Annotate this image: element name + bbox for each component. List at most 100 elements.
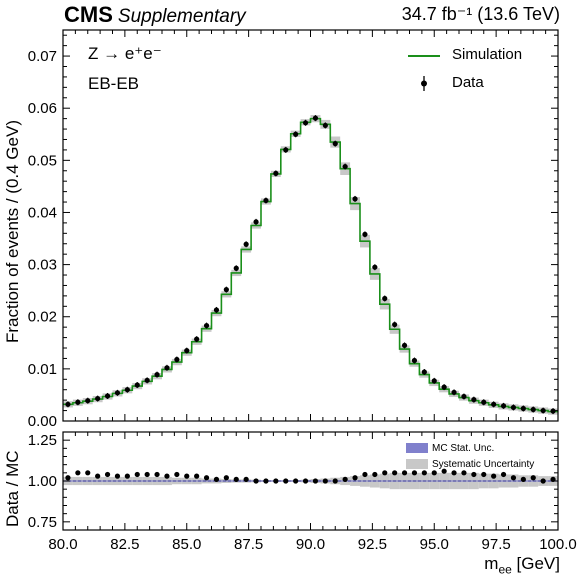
x-axis-title-var: m (484, 554, 499, 573)
ratio-point (312, 478, 319, 484)
data-point (372, 264, 378, 270)
data-point (203, 322, 210, 329)
data-point (144, 377, 150, 383)
data-point (184, 348, 190, 354)
data-point (124, 387, 130, 393)
main-syst-band-group (63, 114, 558, 415)
ratio-point (421, 470, 427, 476)
main-y-tick-label: 0.05 (28, 152, 57, 169)
ratio-point (411, 470, 418, 476)
experiment-tag: Supplementary (117, 6, 246, 27)
data-point (550, 408, 556, 414)
legend-syst-label: Systematic Uncertainty (432, 459, 535, 470)
data-point (253, 219, 259, 225)
data-point (481, 399, 487, 405)
simulation-step-line (63, 117, 558, 413)
main-y-tick-label: 0.06 (28, 100, 57, 117)
legend-simulation-label: Simulation (452, 46, 523, 63)
x-axis-title-unit: [GeV] (511, 554, 560, 573)
data-point (194, 336, 200, 342)
ratio-point (124, 473, 130, 479)
data-point (411, 357, 418, 364)
data-point (233, 265, 239, 271)
data-point (421, 369, 427, 375)
data-point (312, 115, 319, 121)
data-point (322, 122, 328, 129)
ratio-point (283, 478, 289, 484)
data-point (95, 395, 101, 402)
ratio-point (223, 475, 229, 481)
legend-mc-stat-swatch (406, 443, 428, 453)
ratio-point (85, 470, 91, 476)
legend-mc-stat-label: MC Stat. Unc. (432, 443, 495, 454)
data-point (65, 401, 71, 407)
ratio-point (114, 473, 121, 479)
ratio-point (431, 470, 437, 476)
ratio-point (263, 478, 269, 484)
data-point (223, 287, 229, 293)
data-point (75, 399, 81, 405)
ratio-point (540, 478, 546, 484)
data-point (114, 390, 121, 396)
ratio-point (104, 471, 111, 478)
experiment-header: CMS Supplementary (64, 2, 246, 28)
data-point (273, 170, 279, 176)
x-axis-title: mee [GeV] (484, 554, 560, 576)
x-tick-label: 85.0 (172, 536, 201, 553)
data-point (471, 397, 477, 403)
data-point (530, 406, 536, 413)
main-y-tick-label: 0.00 (28, 413, 57, 430)
x-tick-label: 97.5 (482, 536, 511, 553)
ratio-point (500, 471, 507, 478)
data-point (431, 378, 437, 384)
main-simulation-group (63, 117, 558, 413)
x-tick-label: 95.0 (420, 536, 449, 553)
data-point (540, 407, 546, 414)
ratio-point (184, 473, 190, 479)
ratio-point (233, 476, 239, 482)
ratio-point (491, 473, 497, 479)
data-point (352, 196, 358, 202)
ratio-point (401, 470, 408, 476)
data-point (293, 131, 299, 137)
main-data-group (65, 115, 556, 415)
ratio-point (302, 478, 309, 484)
ratio-point (461, 470, 467, 476)
x-tick-label: 90.0 (296, 536, 325, 553)
ratio-point (174, 471, 180, 478)
data-point (154, 372, 160, 378)
data-point (392, 321, 398, 328)
ratio-point (441, 468, 447, 474)
data-point (510, 404, 517, 411)
ratio-point (65, 475, 71, 481)
process-label: Z → e⁺e⁻ (88, 44, 162, 63)
ratio-point (194, 473, 200, 479)
ratio-point (154, 471, 160, 478)
ratio-point (213, 476, 220, 482)
ratio-point (293, 478, 299, 484)
data-point (104, 393, 111, 399)
main-y-tick-label: 0.03 (28, 257, 57, 274)
x-tick-label: 87.5 (234, 536, 263, 553)
x-tick-label: 82.5 (110, 536, 139, 553)
data-point (164, 365, 170, 371)
data-point (263, 197, 269, 204)
ratio-point (520, 476, 526, 482)
ratio-data-group (65, 468, 556, 484)
main-frame (62, 29, 559, 422)
data-point (134, 382, 140, 388)
data-point (85, 398, 91, 404)
x-axis-title-sub: ee (498, 562, 512, 577)
ratio-point (510, 475, 517, 481)
data-point (342, 163, 348, 170)
ratio-point (530, 475, 536, 481)
ratio-point (75, 470, 81, 476)
ratio-point (203, 475, 210, 481)
ratio-point (451, 470, 457, 476)
data-point (302, 120, 309, 126)
ratio-y-tick-label: 0.75 (28, 514, 57, 531)
ratio-point (164, 473, 170, 479)
ratio-point (332, 478, 338, 484)
data-point (174, 356, 180, 363)
